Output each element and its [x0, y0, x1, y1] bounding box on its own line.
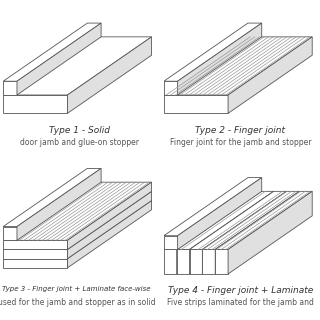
Polygon shape: [215, 191, 300, 274]
Polygon shape: [178, 23, 262, 95]
Polygon shape: [202, 250, 215, 274]
Polygon shape: [68, 201, 152, 268]
Polygon shape: [3, 250, 68, 259]
Polygon shape: [189, 250, 202, 274]
Polygon shape: [164, 236, 178, 250]
Polygon shape: [189, 191, 274, 274]
Polygon shape: [202, 191, 286, 274]
Polygon shape: [3, 37, 152, 95]
Polygon shape: [177, 191, 274, 250]
Polygon shape: [3, 240, 68, 250]
Polygon shape: [68, 37, 152, 113]
Polygon shape: [3, 168, 101, 227]
Polygon shape: [189, 191, 286, 250]
Text: Type 4 - Finger joint + Laminate: Type 4 - Finger joint + Laminate: [168, 286, 313, 295]
Polygon shape: [177, 250, 189, 274]
Polygon shape: [3, 259, 68, 268]
Polygon shape: [3, 227, 17, 240]
Polygon shape: [178, 178, 262, 250]
Polygon shape: [3, 182, 152, 240]
Polygon shape: [17, 23, 101, 95]
Text: Type 3 - Finger joint + Laminate face-wise: Type 3 - Finger joint + Laminate face-wi…: [2, 286, 151, 292]
Text: Type 2 - Finger joint: Type 2 - Finger joint: [195, 125, 285, 135]
Text: Type 1 - Solid: Type 1 - Solid: [49, 125, 110, 135]
Polygon shape: [164, 81, 178, 95]
Polygon shape: [177, 191, 261, 274]
Polygon shape: [164, 178, 262, 236]
Polygon shape: [3, 191, 152, 250]
Polygon shape: [3, 201, 152, 259]
Polygon shape: [164, 250, 177, 274]
Polygon shape: [164, 191, 261, 250]
Polygon shape: [215, 250, 228, 274]
Text: used for the jamb and stopper as in solid: used for the jamb and stopper as in soli…: [0, 299, 156, 308]
Polygon shape: [68, 182, 152, 250]
Polygon shape: [215, 191, 312, 250]
Polygon shape: [17, 168, 101, 240]
Text: Finger joint for the jamb and stopper: Finger joint for the jamb and stopper: [170, 138, 311, 147]
Polygon shape: [3, 23, 101, 81]
Text: Five strips laminated for the jamb and: Five strips laminated for the jamb and: [167, 299, 314, 308]
Polygon shape: [68, 191, 152, 259]
Polygon shape: [228, 191, 312, 274]
Polygon shape: [202, 191, 300, 250]
Polygon shape: [164, 95, 228, 113]
Polygon shape: [164, 23, 262, 81]
Polygon shape: [228, 37, 312, 113]
Polygon shape: [164, 37, 312, 95]
Polygon shape: [3, 81, 17, 95]
Polygon shape: [3, 95, 68, 113]
Text: door jamb and glue-on stopper: door jamb and glue-on stopper: [20, 138, 139, 147]
